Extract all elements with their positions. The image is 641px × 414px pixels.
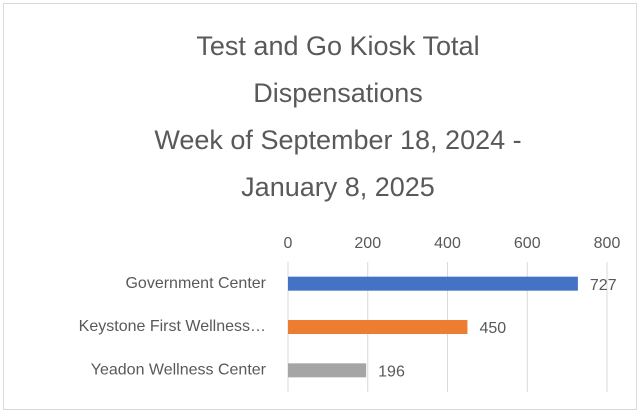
y-tick-label: Keystone First Wellness… [79, 318, 266, 335]
chart-title: Dispensations [253, 78, 423, 108]
data-label: 727 [590, 277, 617, 294]
chart-title: Test and Go Kiosk Total [196, 31, 479, 61]
chart-border [3, 3, 637, 410]
chart-title: Week of September 18, 2024 - [154, 125, 521, 155]
y-tick-label: Government Center [125, 275, 266, 292]
bar [288, 363, 367, 378]
x-tick-label: 0 [284, 235, 293, 252]
bar [288, 320, 468, 334]
y-tick-label: Yeadon Wellness Center [91, 362, 267, 379]
bar [288, 276, 578, 291]
x-tick-label: 200 [354, 235, 381, 252]
chart-title: January 8, 2025 [241, 172, 435, 202]
data-label: 196 [378, 364, 405, 381]
data-label: 450 [479, 320, 506, 337]
x-tick-label: 400 [434, 235, 461, 252]
x-tick-label: 600 [514, 235, 541, 252]
x-tick-label: 800 [594, 235, 621, 252]
